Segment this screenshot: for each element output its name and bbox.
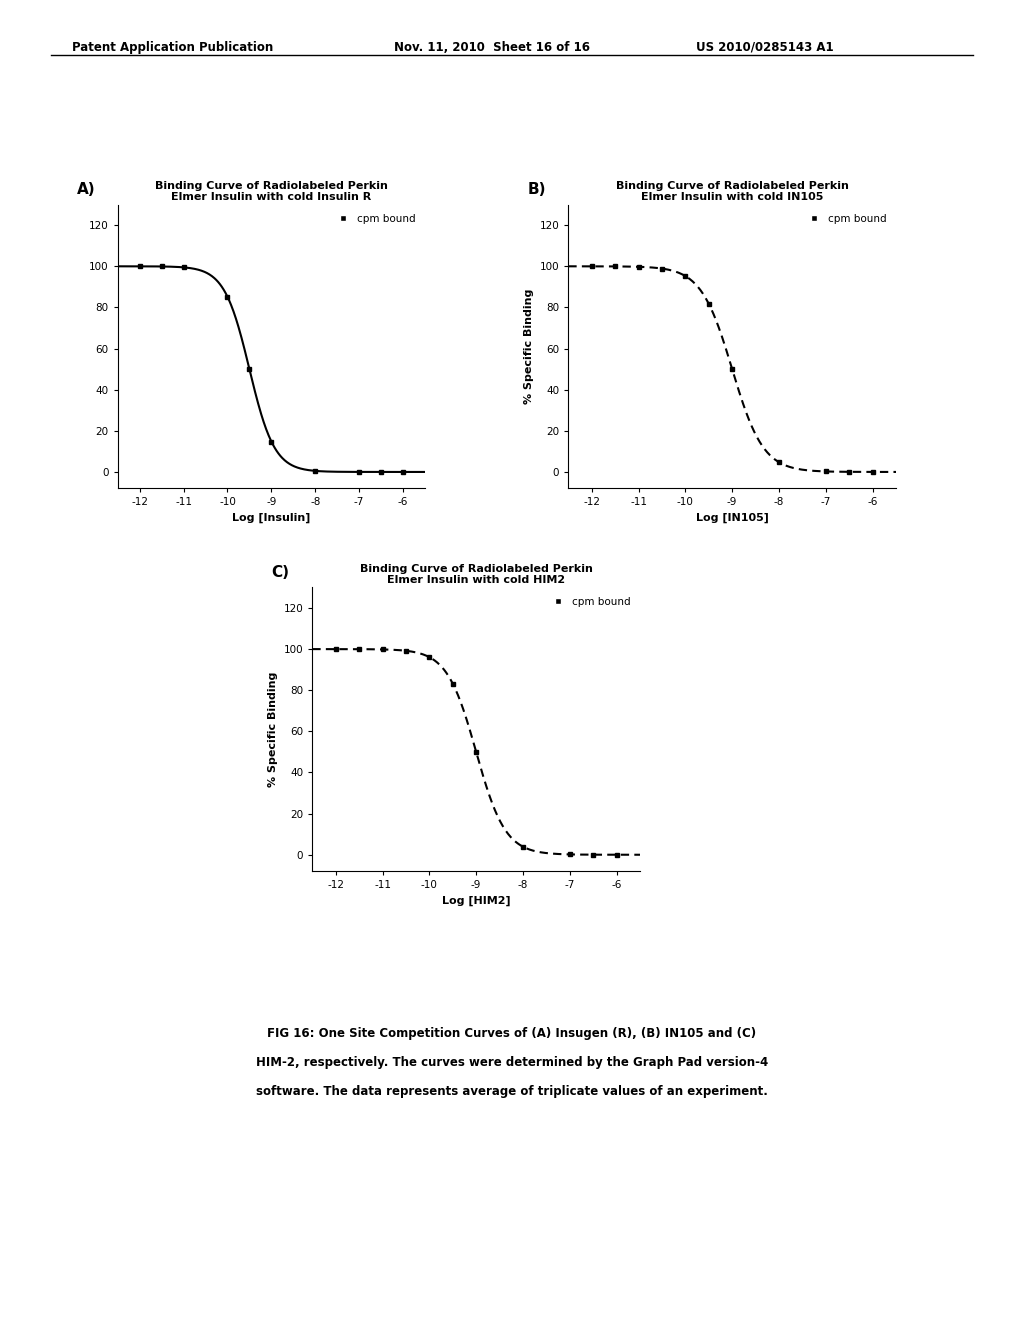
Text: C): C) <box>271 565 290 579</box>
Text: FIG 16: One Site Competition Curves of (A) Insugen (R), (B) IN105 and (C): FIG 16: One Site Competition Curves of (… <box>267 1027 757 1040</box>
Y-axis label: % Specific Binding: % Specific Binding <box>524 289 534 404</box>
Legend: cpm bound: cpm bound <box>800 210 891 228</box>
Legend: cpm bound: cpm bound <box>329 210 420 228</box>
Title: Binding Curve of Radiolabeled Perkin
Elmer Insulin with cold HIM2: Binding Curve of Radiolabeled Perkin Elm… <box>359 564 593 585</box>
Text: HIM-2, respectively. The curves were determined by the Graph Pad version-4: HIM-2, respectively. The curves were det… <box>256 1056 768 1069</box>
Text: Nov. 11, 2010  Sheet 16 of 16: Nov. 11, 2010 Sheet 16 of 16 <box>394 41 590 54</box>
Text: Patent Application Publication: Patent Application Publication <box>72 41 273 54</box>
Text: A): A) <box>77 182 95 197</box>
Y-axis label: % Specific Binding: % Specific Binding <box>268 672 278 787</box>
Text: B): B) <box>527 182 546 197</box>
X-axis label: Log [HIM2]: Log [HIM2] <box>441 896 511 906</box>
X-axis label: Log [IN105]: Log [IN105] <box>695 513 769 523</box>
Title: Binding Curve of Radiolabeled Perkin
Elmer Insulin with cold IN105: Binding Curve of Radiolabeled Perkin Elm… <box>615 181 849 202</box>
Title: Binding Curve of Radiolabeled Perkin
Elmer Insulin with cold Insulin R: Binding Curve of Radiolabeled Perkin Elm… <box>155 181 388 202</box>
Text: software. The data represents average of triplicate values of an experiment.: software. The data represents average of… <box>256 1085 768 1098</box>
Legend: cpm bound: cpm bound <box>544 593 635 611</box>
X-axis label: Log [Insulin]: Log [Insulin] <box>232 513 310 523</box>
Text: US 2010/0285143 A1: US 2010/0285143 A1 <box>696 41 834 54</box>
